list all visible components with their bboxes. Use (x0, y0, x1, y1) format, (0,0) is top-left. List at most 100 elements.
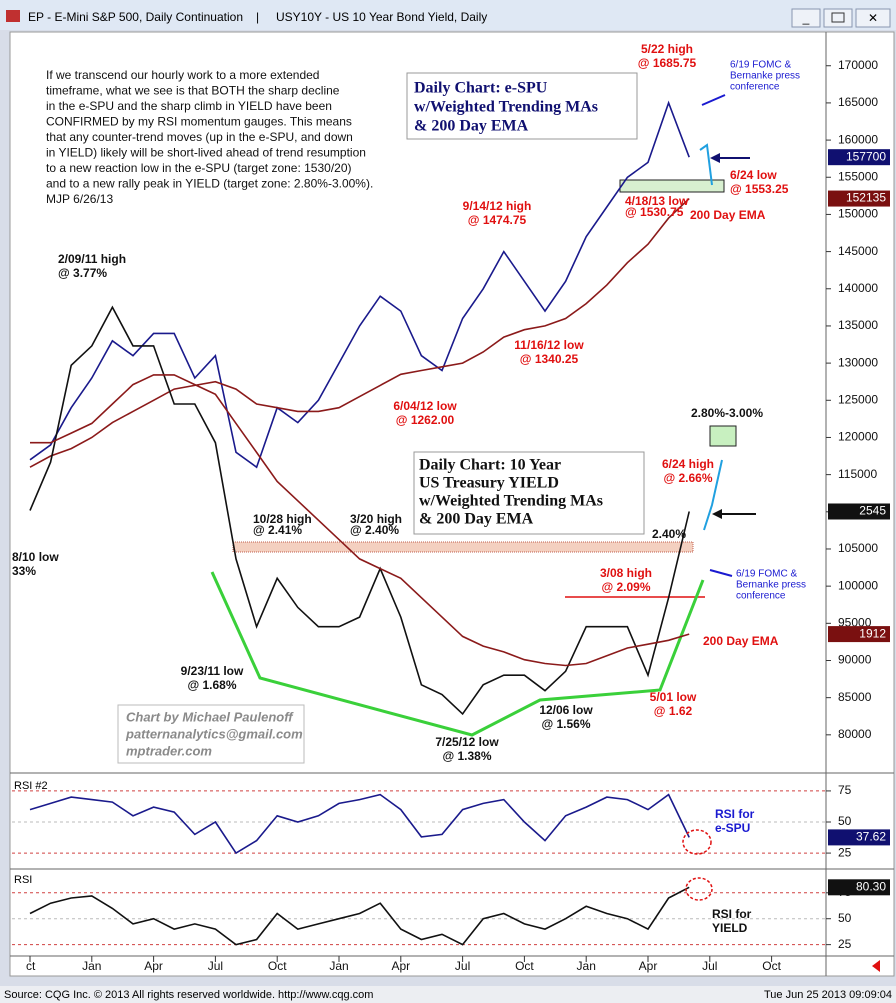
x-tick-label: Oct (268, 959, 287, 973)
annotation: 33% (12, 564, 36, 578)
y-tick-label: 50 (838, 814, 852, 828)
y-tick-label: 80000 (838, 727, 872, 741)
annotation: CONFIRMED by my RSI momentum gauges. Thi… (46, 115, 352, 129)
x-tick-label: Apr (144, 959, 163, 973)
arrow-head (712, 509, 722, 519)
annotation: @ 2.66% (663, 471, 712, 485)
y-tick-label: 100000 (838, 578, 878, 592)
annotation: 5/22 high (641, 42, 693, 56)
annotation: Daily Chart: 10 Year (419, 457, 561, 474)
annotation: @ 2.40% (350, 523, 399, 537)
price-tag-label: 80.30 (856, 879, 886, 893)
window-title: USY10Y - US 10 Year Bond Yield, Daily (276, 10, 487, 24)
annotation: 12/06 low (539, 703, 593, 717)
annotation: @ 1.56% (541, 717, 590, 731)
series-line (29, 100, 690, 469)
scroll-arrow[interactable] (872, 960, 880, 972)
annotation: 9/23/11 low (181, 664, 244, 678)
title-bar (0, 0, 896, 30)
panel-title: RSI (14, 874, 32, 886)
price-tag-label: 1912 (859, 626, 886, 640)
data-layer: 8000085000900009500010000010500011000011… (12, 58, 878, 973)
y-tick-label: 150000 (838, 207, 878, 221)
price-tag-label: 157700 (846, 149, 886, 163)
annotation: & 200 Day EMA (419, 511, 534, 528)
annotation: If we transcend our hourly work to a mor… (46, 68, 319, 82)
y-tick-label: 145000 (838, 244, 878, 258)
annotation: 11/16/12 low (514, 338, 584, 352)
series-line (29, 886, 690, 946)
app-icon (6, 10, 20, 22)
annotation: 2.40% (652, 527, 686, 541)
annotation: @ 2.41% (253, 523, 302, 537)
annotation: Bernanke press (736, 580, 806, 591)
x-tick-label: Jan (82, 959, 101, 973)
annotation: conference (730, 82, 780, 93)
annotation: 200 Day EMA (690, 208, 766, 222)
annotation: US Treasury YIELD (419, 475, 559, 492)
trend-line (210, 571, 705, 737)
annotation: @ 1262.00 (396, 413, 455, 427)
annotation: @ 1685.75 (638, 56, 697, 70)
y-tick-label: 115000 (838, 467, 877, 481)
target-zone (619, 179, 725, 193)
target-zone (709, 425, 737, 447)
annotation: 3/20 high (350, 512, 402, 526)
annotation: 6/04/12 low (393, 399, 457, 413)
price-tag-label: 152135 (846, 191, 886, 205)
y-tick-label: 135000 (838, 318, 878, 332)
close-icon: ✕ (868, 11, 878, 25)
annotation: & 200 Day EMA (414, 118, 529, 135)
minimize-icon: _ (802, 11, 810, 25)
price-tag (828, 503, 890, 520)
annotation: 6/19 FOMC & (730, 60, 791, 71)
separator: | (256, 10, 259, 24)
x-tick-label: Apr (639, 959, 658, 973)
y-tick-label: 25 (838, 845, 852, 859)
annotation: 4/18/13 low (625, 194, 689, 208)
note-box (413, 451, 645, 535)
y-tick-label: 75 (838, 783, 852, 797)
annotation: RSI for (712, 907, 752, 921)
minimize-button[interactable] (791, 8, 821, 28)
annotation: @ 1340.25 (520, 352, 579, 366)
annotation: w/Weighted Trending MAs (414, 99, 598, 116)
x-tick-label: Apr (391, 959, 410, 973)
maximize-button[interactable] (823, 8, 853, 28)
annotation: conference (736, 591, 786, 602)
annotation: in the e-SPU and the sharp climb in YIEL… (46, 99, 332, 113)
x-tick-label: Jan (577, 959, 596, 973)
window-title: EP - E-Mini S&P 500, Daily Continuation (28, 10, 243, 24)
annotation: @ 1.68% (187, 678, 236, 692)
y-tick-label: 120000 (838, 430, 878, 444)
annotation: @ 2.09% (601, 580, 650, 594)
annotation: in YIELD) likely will be short-lived ahe… (46, 146, 366, 160)
annotation: RSI for (715, 807, 755, 821)
panel-title: RSI #2 (14, 780, 48, 792)
price-tag (828, 879, 890, 896)
annotation: 6/19 FOMC & (736, 569, 797, 580)
annotation: @ 1553.25 (730, 182, 789, 196)
annotation: @ 1530.75 (625, 205, 684, 219)
y-tick-label: 25 (838, 937, 852, 951)
y-tick-label: 140000 (838, 281, 878, 295)
price-tag (828, 149, 890, 166)
resistance-zone (232, 541, 694, 553)
window-buttons[interactable]: _ ✕ (791, 8, 891, 28)
series-line (29, 305, 690, 716)
annotation: @ 1.62 (654, 704, 693, 718)
annotation: to a new reaction low in the e-SPU (targ… (46, 161, 352, 175)
series-line (30, 374, 690, 667)
x-tick-label: Jul (208, 959, 223, 973)
annotation: 8/10 low (12, 550, 59, 564)
arrow (709, 569, 733, 577)
annotation: 3/08 high (600, 566, 652, 580)
y-tick-label: 160000 (838, 132, 878, 146)
annotation: Bernanke press (730, 71, 800, 82)
arrow-head (710, 153, 720, 163)
status-bar (0, 986, 896, 1003)
y-tick-label: 105000 (838, 541, 878, 555)
annotation: 9/14/12 high (463, 199, 532, 213)
y-tick-label: 155000 (838, 169, 878, 183)
close-button[interactable] (855, 8, 891, 28)
